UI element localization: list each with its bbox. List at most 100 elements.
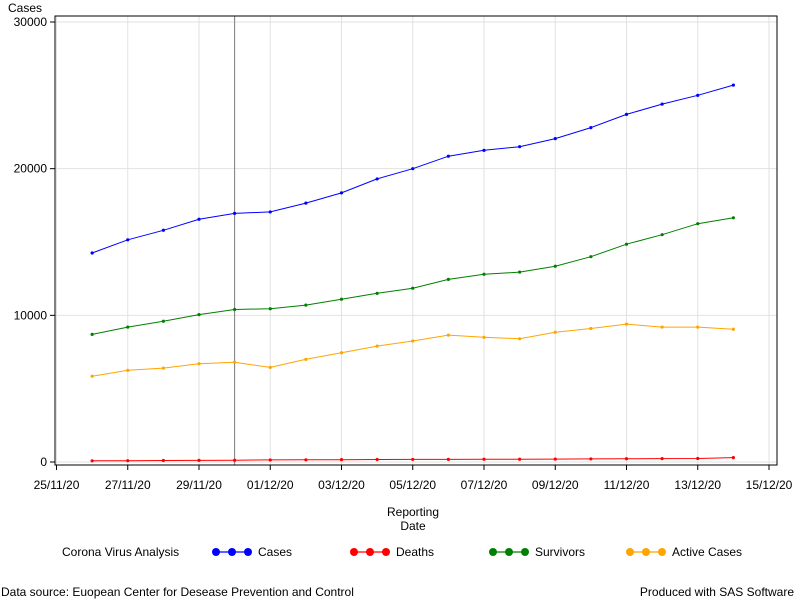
software-credit: Produced with SAS Software xyxy=(639,585,794,599)
cases-point xyxy=(161,228,165,232)
legend-swatch-marker-survivors xyxy=(521,548,529,556)
deaths-point xyxy=(482,457,486,461)
x-tick-label: 09/12/20 xyxy=(532,478,579,492)
survivors-point xyxy=(304,303,308,307)
x-axis-label-line-1: Reporting xyxy=(387,505,439,519)
legend-swatch-marker-active-cases xyxy=(626,548,634,556)
survivors-point xyxy=(339,297,344,301)
active-cases-point xyxy=(660,325,664,329)
survivors-point xyxy=(624,242,629,246)
x-tick-label: 13/12/20 xyxy=(674,478,721,492)
x-axis-label-line-2: Date xyxy=(400,519,426,533)
active-cases-point xyxy=(161,366,165,370)
deaths-point xyxy=(446,457,450,461)
survivors-point xyxy=(660,233,664,237)
active-cases-point xyxy=(446,333,450,337)
active-cases-point xyxy=(233,360,237,364)
active-cases-point xyxy=(482,335,486,339)
plot-area-frame xyxy=(54,15,778,466)
cases-point xyxy=(304,201,308,205)
deaths-point xyxy=(518,457,522,461)
deaths-point xyxy=(696,456,700,461)
cases-point xyxy=(90,251,94,255)
legend-swatch-marker-deaths xyxy=(350,548,358,556)
deaths-point xyxy=(553,457,557,461)
cases-point xyxy=(268,210,272,214)
axes: 25/11/20 27/11/20 29/11/20 01/12/20 03/12/20… xyxy=(14,15,793,492)
cases-point xyxy=(411,167,415,171)
legend-swatch-marker-deaths xyxy=(382,548,390,556)
cases-point xyxy=(482,148,486,152)
cases-point xyxy=(553,137,557,141)
deaths-point xyxy=(339,458,344,462)
survivors-point xyxy=(233,307,237,312)
deaths-point xyxy=(411,457,415,462)
active-cases-point xyxy=(624,322,629,326)
cases-point xyxy=(197,217,201,221)
deaths-point xyxy=(197,458,201,462)
deaths-point xyxy=(624,457,629,461)
legend: Cases Deaths Survivors Active Cases xyxy=(212,545,742,559)
deaths-point xyxy=(660,457,664,461)
legend-label-survivors: Survivors xyxy=(535,545,585,559)
series-lines xyxy=(90,83,735,463)
y-tick-label: 0 xyxy=(40,455,47,469)
legend-swatch-marker-cases xyxy=(212,548,220,556)
y-axis-label: Cases xyxy=(8,1,42,15)
deaths-point xyxy=(731,456,735,460)
active-cases-point xyxy=(268,365,272,369)
x-tick-label: 05/12/20 xyxy=(389,478,436,492)
survivors-point xyxy=(197,313,201,317)
cases-point xyxy=(375,177,379,181)
cases-point xyxy=(339,191,344,195)
deaths-point xyxy=(161,458,165,463)
active-cases-point xyxy=(696,325,700,329)
cases-point xyxy=(624,112,629,116)
data-source-note: Data source: Euopean Center for Desease … xyxy=(1,585,354,599)
legend-label-cases: Cases xyxy=(258,545,292,559)
legend-label-active-cases: Active Cases xyxy=(672,545,742,559)
active-cases-point xyxy=(731,327,735,331)
x-tick-label: 29/11/20 xyxy=(176,478,222,492)
legend-swatch-marker-cases xyxy=(228,548,236,556)
survivors-point xyxy=(90,332,94,336)
active-cases-point xyxy=(589,326,593,331)
survivors-point xyxy=(268,307,272,311)
active-cases-point xyxy=(518,337,522,341)
active-cases-point xyxy=(304,357,308,361)
y-tick-label: 20000 xyxy=(14,162,48,176)
y-tick-label: 30000 xyxy=(14,15,48,29)
deaths-point xyxy=(375,457,379,462)
gridlines xyxy=(55,16,777,465)
cases-point xyxy=(233,211,237,215)
legend-swatch-marker-active-cases xyxy=(658,548,666,556)
survivors-point xyxy=(482,272,486,276)
legend-title: Corona Virus Analysis xyxy=(62,545,179,559)
deaths-point xyxy=(589,457,593,461)
legend-swatch-marker-survivors xyxy=(505,548,513,556)
survivors-point xyxy=(411,286,415,290)
cases-point xyxy=(660,102,664,106)
legend-swatch-marker-active-cases xyxy=(642,548,650,556)
active-cases-point xyxy=(197,362,201,366)
cases-point xyxy=(446,154,450,158)
legend-swatch-marker-cases xyxy=(244,548,252,556)
legend-swatch-marker-survivors xyxy=(489,548,497,556)
survivors-point xyxy=(126,325,130,329)
active-cases-point xyxy=(126,368,130,372)
deaths-point xyxy=(126,459,130,463)
y-tick-label: 10000 xyxy=(14,308,48,322)
deaths-point xyxy=(90,459,94,463)
active-cases-point xyxy=(411,339,415,343)
survivors-point xyxy=(161,319,165,323)
deaths-point xyxy=(233,458,237,462)
survivors-point xyxy=(446,277,450,281)
x-tick-label: 25/11/20 xyxy=(34,478,80,492)
survivors-point xyxy=(589,255,593,259)
x-tick-label: 15/12/20 xyxy=(746,478,793,492)
deaths-point xyxy=(304,458,308,462)
survivors-point xyxy=(553,264,557,268)
survivors-point xyxy=(731,216,735,220)
